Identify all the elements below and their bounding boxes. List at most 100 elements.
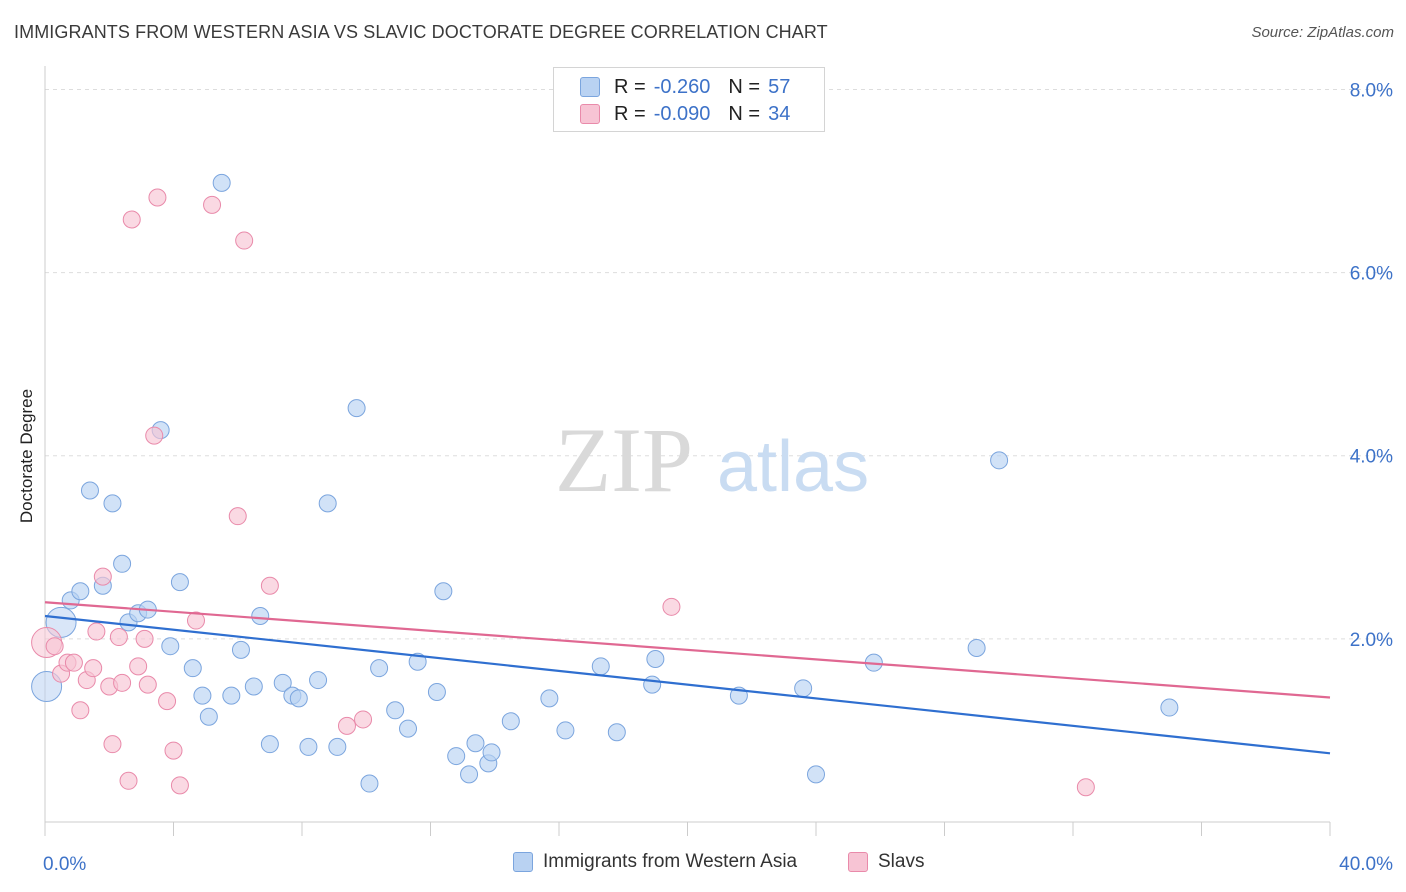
chart-title: IMMIGRANTS FROM WESTERN ASIA VS SLAVIC D… bbox=[14, 22, 828, 42]
data-point bbox=[260, 735, 279, 754]
data-point bbox=[260, 576, 279, 595]
trend-lines bbox=[44, 601, 1331, 755]
data-point bbox=[427, 682, 446, 701]
series-legend: Immigrants from Western Asia Slavs bbox=[0, 851, 1406, 877]
data-point bbox=[103, 494, 122, 513]
data-point bbox=[643, 675, 662, 694]
trend-line bbox=[44, 614, 1331, 755]
data-point bbox=[1076, 778, 1095, 797]
y-tick-label: 8.0% bbox=[1350, 80, 1393, 101]
x-tick-label: 0.0% bbox=[43, 854, 86, 875]
data-point bbox=[129, 657, 148, 676]
data-point bbox=[45, 637, 64, 656]
data-point bbox=[386, 701, 405, 720]
watermark-zip: ZIP bbox=[555, 409, 693, 511]
data-point bbox=[80, 481, 99, 500]
data-point bbox=[183, 659, 202, 678]
tick-labels: 2.0% 4.0% 6.0% 8.0% 0.0% 40.0% bbox=[43, 80, 1393, 875]
data-point bbox=[158, 692, 177, 711]
data-point bbox=[235, 231, 254, 250]
stats-n-value: 57 bbox=[768, 75, 791, 98]
data-point bbox=[122, 210, 141, 229]
data-point bbox=[591, 657, 610, 676]
data-point bbox=[447, 747, 466, 766]
series-slavs-points bbox=[31, 188, 1095, 797]
stats-r-label: R = bbox=[614, 75, 646, 98]
data-point bbox=[646, 650, 665, 669]
data-point bbox=[135, 629, 154, 648]
data-point bbox=[328, 737, 347, 756]
data-point bbox=[71, 701, 90, 720]
data-point bbox=[967, 639, 986, 658]
gridlines bbox=[45, 88, 1392, 640]
data-point bbox=[556, 721, 575, 740]
data-point bbox=[399, 719, 418, 738]
data-point bbox=[145, 426, 164, 445]
data-point bbox=[273, 673, 292, 692]
data-point bbox=[370, 659, 389, 678]
data-point bbox=[990, 451, 1009, 470]
data-point bbox=[71, 582, 90, 601]
data-point bbox=[299, 737, 318, 756]
data-point bbox=[466, 734, 485, 753]
stats-r-value: -0.090 bbox=[653, 102, 711, 125]
stats-row-slavs: R = -0.090 N = 34 bbox=[580, 102, 790, 126]
data-point bbox=[662, 597, 681, 616]
stats-r-value: -0.260 bbox=[653, 75, 711, 98]
stats-n-label: N = bbox=[728, 102, 761, 125]
data-point bbox=[501, 712, 520, 731]
data-point bbox=[170, 776, 189, 795]
legend-label-immigrants: Immigrants from Western Asia bbox=[543, 851, 798, 872]
data-point bbox=[193, 686, 212, 705]
data-point bbox=[84, 659, 103, 678]
y-tick-label: 2.0% bbox=[1350, 630, 1393, 651]
data-point bbox=[103, 735, 122, 754]
data-point bbox=[360, 774, 379, 793]
legend-item-immigrants[interactable]: Immigrants from Western Asia bbox=[513, 851, 797, 873]
data-point bbox=[231, 640, 250, 659]
data-point bbox=[87, 622, 106, 641]
trend-line bbox=[44, 601, 1331, 699]
data-point bbox=[309, 671, 328, 690]
stats-legend: R = -0.260 N = 57 R = -0.090 N = 34 bbox=[553, 67, 825, 132]
data-point bbox=[212, 173, 231, 192]
source-label: Source: ZipAtlas.com bbox=[1251, 24, 1394, 41]
data-point bbox=[222, 686, 241, 705]
stats-swatch-immigrants bbox=[580, 77, 600, 97]
data-point bbox=[199, 707, 218, 726]
data-point bbox=[460, 765, 479, 784]
data-point bbox=[119, 771, 138, 790]
stats-row-immigrants: R = -0.260 N = 57 bbox=[580, 75, 790, 99]
watermark-atlas: atlas bbox=[717, 427, 869, 507]
stats-swatch-slavs bbox=[580, 104, 600, 124]
data-point bbox=[161, 637, 180, 656]
legend-swatch-immigrants bbox=[513, 852, 533, 872]
stats-r-label: R = bbox=[614, 102, 646, 125]
data-point bbox=[186, 611, 205, 630]
data-point bbox=[607, 723, 626, 742]
data-point bbox=[251, 606, 270, 625]
data-point bbox=[228, 507, 247, 526]
data-point bbox=[354, 710, 373, 729]
data-point bbox=[113, 554, 132, 573]
data-point bbox=[109, 628, 128, 647]
data-point bbox=[408, 652, 427, 671]
data-point bbox=[337, 716, 356, 735]
data-point bbox=[794, 679, 813, 698]
data-point bbox=[164, 741, 183, 760]
data-point bbox=[93, 567, 112, 586]
legend-label-slavs: Slavs bbox=[878, 851, 925, 872]
data-point bbox=[1160, 698, 1179, 717]
data-point bbox=[138, 675, 157, 694]
data-point bbox=[113, 673, 132, 692]
y-tick-label: 6.0% bbox=[1350, 264, 1393, 285]
data-point bbox=[540, 689, 559, 708]
data-point bbox=[347, 399, 366, 418]
legend-item-slavs[interactable]: Slavs bbox=[848, 851, 924, 873]
data-point bbox=[434, 582, 453, 601]
data-point bbox=[482, 743, 501, 762]
data-point bbox=[244, 677, 263, 696]
data-point bbox=[318, 494, 337, 513]
legend-swatch-slavs bbox=[848, 852, 868, 872]
